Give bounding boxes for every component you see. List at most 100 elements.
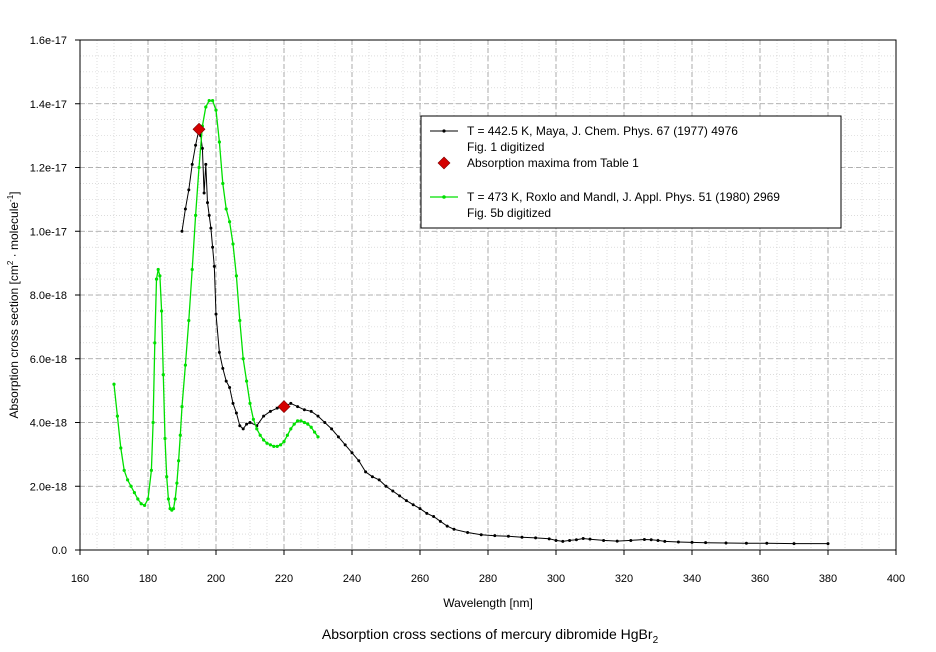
data-point	[649, 538, 653, 542]
data-point	[194, 143, 198, 147]
legend-label-roxlo-line2: Fig. 5b digitized	[467, 206, 551, 220]
data-point	[466, 530, 470, 534]
data-point	[676, 540, 680, 544]
legend-marker-roxlo	[442, 195, 446, 199]
x-tick-label: 300	[547, 573, 565, 585]
data-point	[282, 440, 286, 444]
data-point	[313, 430, 317, 434]
y-tick-label: 4.0e-18	[30, 418, 67, 430]
data-point	[217, 350, 221, 354]
data-point	[289, 427, 293, 431]
data-point	[663, 539, 667, 543]
data-point	[391, 489, 395, 493]
data-point	[724, 541, 728, 545]
data-point	[520, 535, 524, 539]
data-point	[336, 435, 340, 439]
data-point	[234, 274, 238, 278]
data-point	[364, 470, 368, 474]
data-point	[445, 524, 449, 528]
data-point	[377, 478, 381, 482]
data-point	[163, 436, 167, 441]
data-point	[183, 363, 187, 367]
data-point	[302, 420, 306, 425]
data-point	[268, 409, 272, 413]
data-point	[175, 481, 179, 485]
data-point	[154, 277, 159, 281]
y-tick-label: 2.0e-18	[30, 481, 67, 493]
y-axis-label-end: ]	[7, 191, 21, 194]
data-point	[581, 537, 585, 541]
y-tick-label: 1.2e-17	[30, 163, 67, 175]
data-point	[122, 468, 126, 472]
x-tick-label: 200	[207, 573, 225, 585]
data-point	[262, 438, 266, 442]
data-point	[534, 536, 538, 540]
y-axis-label-main: Absorption cross section [cm	[7, 265, 21, 418]
data-point	[214, 312, 218, 316]
data-point	[231, 242, 235, 246]
x-tick-label: 280	[479, 573, 497, 585]
data-point	[202, 191, 206, 195]
data-point	[221, 366, 225, 370]
x-tick-label: 220	[275, 573, 293, 585]
data-point	[173, 497, 177, 501]
data-point	[642, 537, 646, 541]
data-point	[302, 408, 306, 412]
data-point	[132, 491, 136, 495]
x-tick-label: 360	[751, 573, 769, 585]
data-point	[574, 538, 578, 542]
data-point	[129, 484, 133, 488]
data-point	[265, 441, 269, 445]
data-point	[207, 213, 211, 217]
data-point	[432, 515, 436, 519]
data-point	[411, 503, 415, 507]
legend-label-maxima: Absorption maxima from Table 1	[467, 156, 639, 170]
legend-marker-maya	[442, 129, 446, 133]
y-axis-ticks: 0.0 2.0e-18 4.0e-18 6.0e-18 8.0e-18 1.0e-17 1.…	[30, 35, 80, 557]
y-tick-label: 1.6e-17	[30, 35, 67, 47]
series-layer	[112, 98, 830, 546]
series-2	[112, 98, 320, 512]
data-point	[792, 542, 796, 546]
y-axis-label-mid: · molecule	[7, 202, 21, 261]
x-tick-label: 160	[71, 573, 89, 585]
data-point	[214, 108, 218, 112]
data-point	[238, 318, 242, 323]
data-point	[452, 527, 456, 531]
data-point	[438, 519, 442, 523]
data-point	[299, 419, 303, 423]
y-axis-label-sup1: 2	[6, 260, 15, 265]
x-tick-label: 380	[819, 573, 837, 585]
data-point	[206, 201, 209, 205]
data-point	[398, 494, 402, 498]
data-point	[554, 538, 558, 542]
data-point	[826, 542, 830, 546]
data-point	[289, 401, 293, 405]
data-point	[126, 478, 130, 482]
x-tick-label: 240	[343, 573, 361, 585]
data-point	[357, 459, 361, 463]
data-point	[224, 207, 228, 211]
data-point	[156, 267, 160, 272]
data-point	[139, 502, 143, 506]
data-point	[207, 98, 211, 103]
data-point	[180, 404, 184, 409]
data-point	[251, 417, 255, 421]
data-point	[166, 497, 170, 501]
data-point	[149, 468, 153, 472]
data-point	[309, 409, 313, 413]
data-point	[158, 274, 162, 278]
data-point	[547, 537, 551, 541]
data-point	[161, 373, 165, 377]
data-point	[765, 541, 769, 545]
data-point	[119, 446, 123, 450]
data-point	[285, 433, 289, 437]
data-point	[241, 357, 245, 361]
x-axis-ticks: 160 180 200 220 240 260 280 300 320 340 360 380 400	[71, 550, 905, 585]
data-point	[183, 207, 187, 211]
data-point	[204, 105, 208, 109]
data-point	[744, 541, 748, 545]
data-point	[272, 444, 276, 449]
x-axis-label: Wavelength [nm]	[443, 596, 533, 610]
